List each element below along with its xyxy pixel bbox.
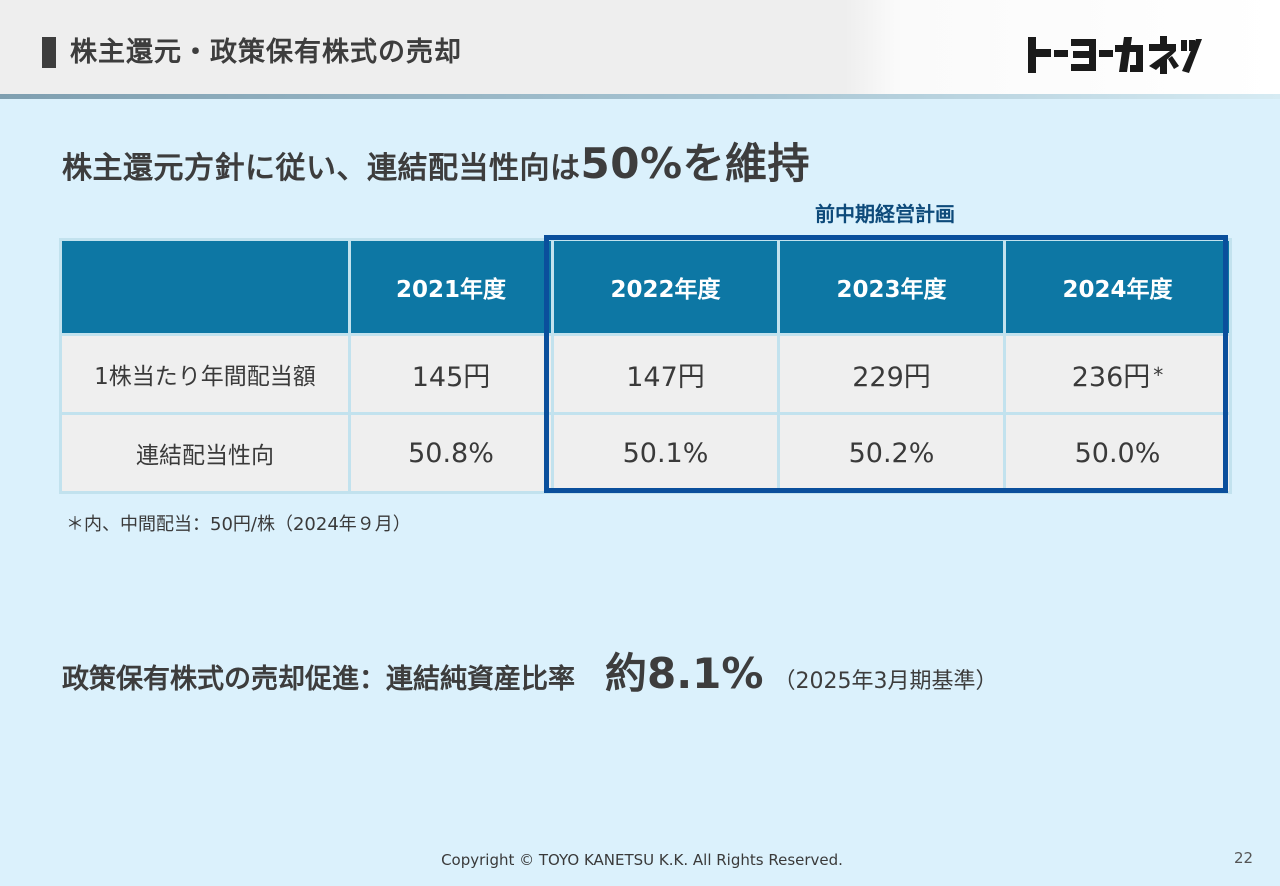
- company-logo: [1026, 34, 1202, 80]
- header-divider: [0, 94, 1280, 99]
- table-row: 1株当たり年間配当額 145円 147円 229円 236円 *: [59, 333, 1232, 415]
- plan-label: 前中期経営計画: [815, 202, 955, 226]
- copyright: Copyright © TOYO KANETSU K.K. All Rights…: [441, 851, 843, 869]
- table-cell: 236円 *: [1003, 333, 1232, 415]
- table-cell: 50.0%: [1003, 412, 1232, 494]
- table-header-cell: 2024年度: [1003, 238, 1232, 336]
- table-cell: 145円: [348, 333, 554, 415]
- row-label: 1株当たり年間配当額: [59, 333, 351, 415]
- headline-emphasis: 50%を維持: [580, 139, 811, 188]
- title-bullet-mark: [42, 37, 56, 68]
- headline-text: 株主還元方針に従い、連結配当性向は: [62, 151, 581, 186]
- table-row: 連結配当性向 50.8% 50.1% 50.2% 50.0%: [59, 412, 1232, 494]
- footnote: ＊内、中間配当：50円/株（2024年９月）: [66, 514, 411, 535]
- company-logo-mark: [1028, 36, 1202, 74]
- table-cell: 50.1%: [551, 412, 780, 494]
- table-header-cell: 2022年度: [551, 238, 780, 336]
- table-header-cell: [59, 238, 351, 336]
- table-header-cell: 2023年度: [777, 238, 1006, 336]
- table-header-cell: 2021年度: [348, 238, 554, 336]
- table-cell: 147円: [551, 333, 780, 415]
- table-cell: 229円: [777, 333, 1006, 415]
- headline: 株主還元方針に従い、連結配当性向は50%を維持: [62, 130, 810, 191]
- shareholding-sale-line: 政策保有株式の売却促進：連結純資産比率 約8.1% （2025年3月期基準）: [62, 640, 998, 701]
- sale-ratio-value: 約8.1%: [605, 649, 764, 698]
- dividend-table: 2021年度 2022年度 2023年度 2024年度 1株当たり年間配当額 1…: [59, 238, 1232, 494]
- table-cell: 50.2%: [777, 412, 1006, 494]
- table-cell: 50.8%: [348, 412, 554, 494]
- table-cell-value: 236円: [1071, 361, 1151, 393]
- page-number: 22: [1234, 849, 1254, 867]
- sale-lead-text: 政策保有株式の売却促進：連結純資産比率: [62, 664, 575, 695]
- page-title: 株主還元・政策保有株式の売却: [70, 37, 462, 68]
- sale-basis-text: （2025年3月期基準）: [773, 669, 998, 694]
- footnote-mark: *: [1153, 362, 1164, 387]
- table-header-row: 2021年度 2022年度 2023年度 2024年度: [59, 238, 1232, 336]
- header-bar: [0, 0, 1280, 95]
- row-label: 連結配当性向: [59, 412, 351, 494]
